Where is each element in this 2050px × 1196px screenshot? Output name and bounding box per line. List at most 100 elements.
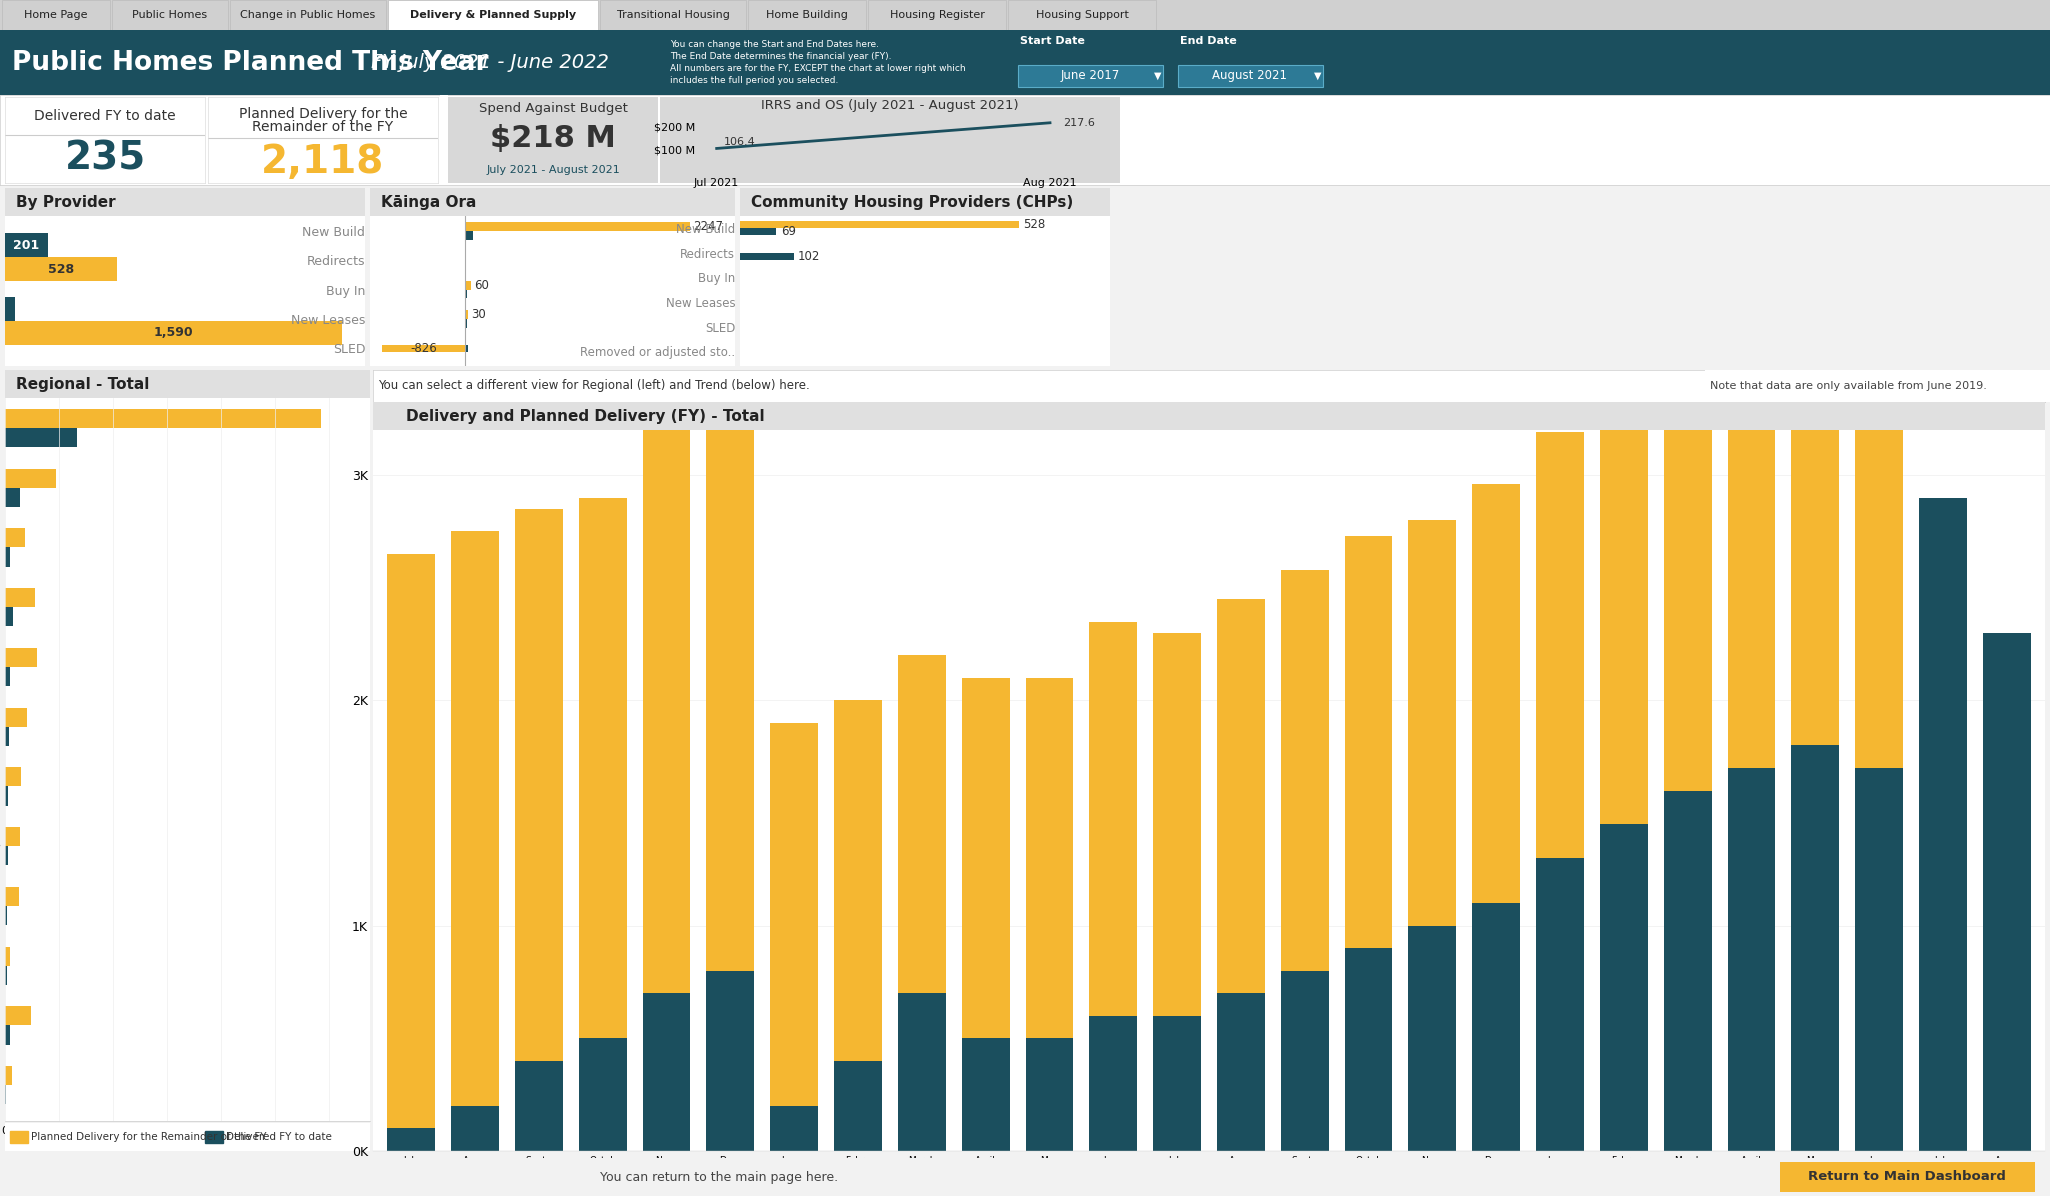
Bar <box>1025 1038 1074 1151</box>
Bar <box>1025 678 1074 1038</box>
Bar <box>1728 283 1775 768</box>
Text: Public Homes: Public Homes <box>133 10 207 20</box>
Text: 2247: 2247 <box>693 220 724 233</box>
Text: IRRS and OS (July 2021 - August 2021): IRRS and OS (July 2021 - August 2021) <box>761 99 1019 112</box>
Bar <box>578 498 627 1038</box>
Text: Note that data are only available from June 2019.: Note that data are only available from J… <box>1710 382 1986 391</box>
Bar <box>1009 0 1156 30</box>
Text: Housing Register: Housing Register <box>890 10 984 20</box>
Bar <box>113 0 228 30</box>
Bar <box>515 1061 564 1151</box>
Text: ▼: ▼ <box>1314 71 1322 81</box>
Text: 60: 60 <box>474 279 488 292</box>
Bar <box>642 994 691 1151</box>
Bar <box>1154 633 1201 1015</box>
Bar <box>961 678 1009 1038</box>
Bar <box>451 1106 498 1151</box>
Text: 2,118: 2,118 <box>262 142 385 181</box>
Bar <box>4 768 20 787</box>
Text: 102: 102 <box>797 250 820 263</box>
Text: You can select a different view for Regional (left) and Trend (below) here.: You can select a different view for Regi… <box>377 379 810 392</box>
Bar <box>1281 971 1328 1151</box>
Text: You can change the Start and End Dates here.: You can change the Start and End Dates h… <box>670 39 879 49</box>
Bar <box>4 257 117 281</box>
Bar <box>4 727 10 746</box>
Bar <box>1218 599 1265 994</box>
Bar <box>1599 392 1648 824</box>
Text: 30: 30 <box>472 309 486 321</box>
Text: June 2017: June 2017 <box>1060 69 1119 83</box>
Text: 201: 201 <box>12 239 39 251</box>
Bar <box>1870 386 2019 399</box>
Text: Home Page: Home Page <box>25 10 88 20</box>
Bar <box>1345 948 1392 1151</box>
Text: $218 M: $218 M <box>490 123 615 153</box>
Bar <box>1535 858 1585 1151</box>
Bar <box>1535 432 1585 858</box>
Bar <box>465 222 689 231</box>
Bar <box>1345 536 1392 948</box>
Text: You can return to the main page here.: You can return to the main page here. <box>601 1171 838 1184</box>
Bar <box>205 1131 223 1143</box>
Bar <box>1982 633 2032 1151</box>
Bar <box>740 252 793 260</box>
Bar <box>834 701 882 1061</box>
Text: Start Date: Start Date <box>1021 36 1084 45</box>
Bar <box>4 1006 31 1025</box>
Text: Home Building: Home Building <box>767 10 849 20</box>
Bar <box>4 946 10 965</box>
Bar <box>387 1129 435 1151</box>
Bar <box>642 431 691 994</box>
Text: Regional - Total: Regional - Total <box>16 377 150 391</box>
Text: -826: -826 <box>410 342 437 355</box>
Bar <box>4 488 20 507</box>
Bar <box>898 994 945 1151</box>
Bar <box>740 228 777 236</box>
Text: End Date: End Date <box>1181 36 1236 45</box>
Text: Delivered FY to date: Delivered FY to date <box>35 109 176 123</box>
Text: 217.6: 217.6 <box>1064 117 1095 128</box>
Text: ▼: ▼ <box>1154 71 1162 81</box>
Bar <box>387 554 435 1129</box>
Bar <box>4 905 6 925</box>
Bar <box>4 321 342 344</box>
Bar <box>961 1038 1009 1151</box>
Bar <box>10 1131 29 1143</box>
Bar <box>1408 520 1456 926</box>
Bar <box>1792 745 1839 1151</box>
Bar <box>4 667 10 687</box>
Bar <box>1154 1015 1201 1151</box>
Bar <box>1919 498 1966 1151</box>
Text: Spend Against Budget: Spend Against Budget <box>478 102 627 115</box>
Bar <box>230 0 385 30</box>
Text: By Provider: By Provider <box>16 195 115 209</box>
Bar <box>4 428 76 447</box>
Text: Select View to Display: Select View to Display <box>1870 372 2001 384</box>
Text: 69: 69 <box>781 225 795 238</box>
Bar <box>4 1025 10 1044</box>
Bar <box>387 0 599 30</box>
Text: Delivery & Planned Supply: Delivery & Planned Supply <box>410 10 576 20</box>
Text: Delivery and Planned Delivery (FY) - Total: Delivery and Planned Delivery (FY) - Tot… <box>406 409 765 423</box>
Bar <box>1408 926 1456 1151</box>
Text: 235: 235 <box>64 140 146 178</box>
Bar <box>383 344 465 352</box>
Bar <box>740 221 1019 228</box>
Bar <box>1779 1163 2036 1192</box>
Text: 106.4: 106.4 <box>724 136 754 147</box>
Bar <box>707 408 754 971</box>
Bar <box>4 529 25 548</box>
Bar <box>898 655 945 994</box>
Bar <box>748 0 865 30</box>
Bar <box>1599 824 1648 1151</box>
Bar <box>4 588 35 608</box>
Text: July 2021 - August 2021: July 2021 - August 2021 <box>486 165 619 175</box>
Text: 528: 528 <box>1023 219 1046 231</box>
Bar <box>465 344 467 352</box>
Bar <box>4 648 37 667</box>
Text: Public Homes Planned This Year: Public Homes Planned This Year <box>12 49 488 75</box>
Bar <box>1665 791 1712 1151</box>
Bar <box>771 1106 818 1151</box>
Bar <box>1472 484 1521 903</box>
Bar <box>4 787 8 806</box>
